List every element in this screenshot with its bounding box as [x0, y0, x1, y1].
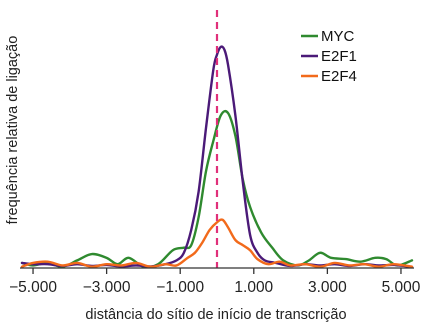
- x-tick-label: −3.000: [83, 279, 131, 296]
- x-tick-label: 1.000: [234, 279, 273, 296]
- x-tick-label: −1.000: [156, 279, 204, 296]
- series-line-e2f4: [20, 218, 414, 268]
- x-tick-label: 5.000: [382, 279, 421, 296]
- legend-label-myc: MYC: [321, 28, 355, 45]
- x-tick-label: −5.000: [9, 279, 57, 296]
- y-axis-label: frequência relativa de ligação: [5, 36, 21, 225]
- legend-label-e2f1: E2F1: [321, 48, 357, 65]
- series-layer: [20, 45, 414, 269]
- legend: MYC E2F1 E2F4: [301, 28, 357, 85]
- x-axis-ticks: −5.000 −3.000 −1.000 1.000 3.000 5.000: [9, 268, 421, 296]
- x-tick-label: 3.000: [308, 279, 347, 296]
- x-axis-label: distância do sítio de início de transcri…: [85, 307, 346, 323]
- series-line-myc: [20, 109, 414, 269]
- legend-label-e2f4: E2F4: [321, 68, 357, 85]
